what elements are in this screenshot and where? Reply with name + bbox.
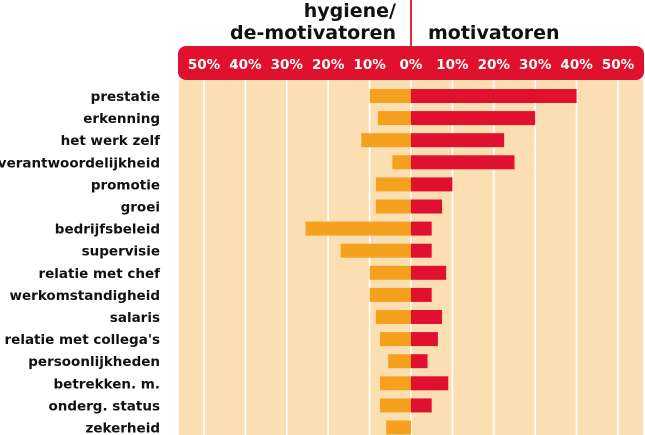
tick-label: 40% <box>560 57 593 73</box>
category-label: groei <box>121 200 160 216</box>
tick-label: 50% <box>188 57 221 73</box>
bar-motivator <box>411 177 453 192</box>
bar-hygiene <box>369 287 411 302</box>
bar-motivator <box>411 354 428 369</box>
bar-hygiene <box>369 265 411 280</box>
tick-label: 20% <box>312 57 345 73</box>
category-label: relatie met collega's <box>5 332 161 348</box>
bar-hygiene <box>369 89 411 103</box>
tick-label: 10% <box>436 57 469 73</box>
bar-motivator <box>411 287 432 302</box>
tick-label: 30% <box>271 57 304 73</box>
axis-band <box>178 46 644 80</box>
bar-motivator <box>411 199 443 214</box>
bar-hygiene <box>379 398 411 413</box>
bar-hygiene <box>375 177 411 192</box>
tick-label: 50% <box>602 57 635 73</box>
tick-label: 10% <box>353 57 386 73</box>
tick-label: 40% <box>229 57 262 73</box>
bar-motivator <box>411 332 438 347</box>
bar-hygiene <box>377 111 411 126</box>
bars <box>305 89 577 435</box>
bar-hygiene <box>305 221 411 236</box>
bar-motivator <box>411 398 432 413</box>
title-motivatoren: motivatoren <box>428 22 560 44</box>
title-hygiene-line1: hygiene/ <box>304 0 396 22</box>
bar-hygiene <box>388 354 411 369</box>
bar-motivator <box>411 221 432 236</box>
bar-motivator <box>411 111 536 126</box>
category-label: onderg. status <box>48 398 160 414</box>
category-label: salaris <box>110 310 160 326</box>
category-label: erkenning <box>83 111 160 127</box>
category-label: bedrijfsbeleid <box>55 222 160 238</box>
category-label: werkomstandigheid <box>10 288 160 304</box>
category-label: persoonlijkheden <box>28 354 160 370</box>
bar-hygiene <box>361 133 411 148</box>
bar-hygiene <box>375 310 411 324</box>
tick-label-center: 0% <box>400 57 423 73</box>
tick-label: 20% <box>478 57 511 73</box>
bar-motivator <box>411 133 505 148</box>
bar-hygiene <box>386 420 411 435</box>
category-label: zekerheid <box>85 421 160 435</box>
category-label: betrekken. m. <box>54 376 160 392</box>
bar-motivator <box>411 243 432 258</box>
bar-motivator <box>411 155 515 170</box>
category-label: relatie met chef <box>38 266 160 282</box>
category-label: het werk zelf <box>61 133 161 149</box>
bar-hygiene <box>379 376 411 391</box>
axis-ticks: 50% 40% 30% 20% 10% 0% 10% 20% 30% 40% 50% <box>188 57 635 73</box>
category-label: supervisie <box>82 244 160 260</box>
bar-hygiene <box>379 332 411 347</box>
bar-motivator <box>411 310 443 324</box>
category-labels: prestatie erkenning het werk zelf verantwoo… <box>0 89 160 435</box>
bar-hygiene <box>392 155 411 170</box>
bar-hygiene <box>340 243 411 258</box>
category-label: promotie <box>91 177 160 193</box>
bar-hygiene <box>375 199 411 214</box>
bar-motivator <box>411 376 449 391</box>
category-label: verantwoordelijkheid <box>0 155 160 171</box>
bar-motivator <box>411 89 577 103</box>
bar-motivator <box>411 265 447 280</box>
tick-label: 30% <box>519 57 552 73</box>
title-hygiene-line2: de-motivatoren <box>230 22 396 44</box>
category-label: prestatie <box>91 89 160 105</box>
